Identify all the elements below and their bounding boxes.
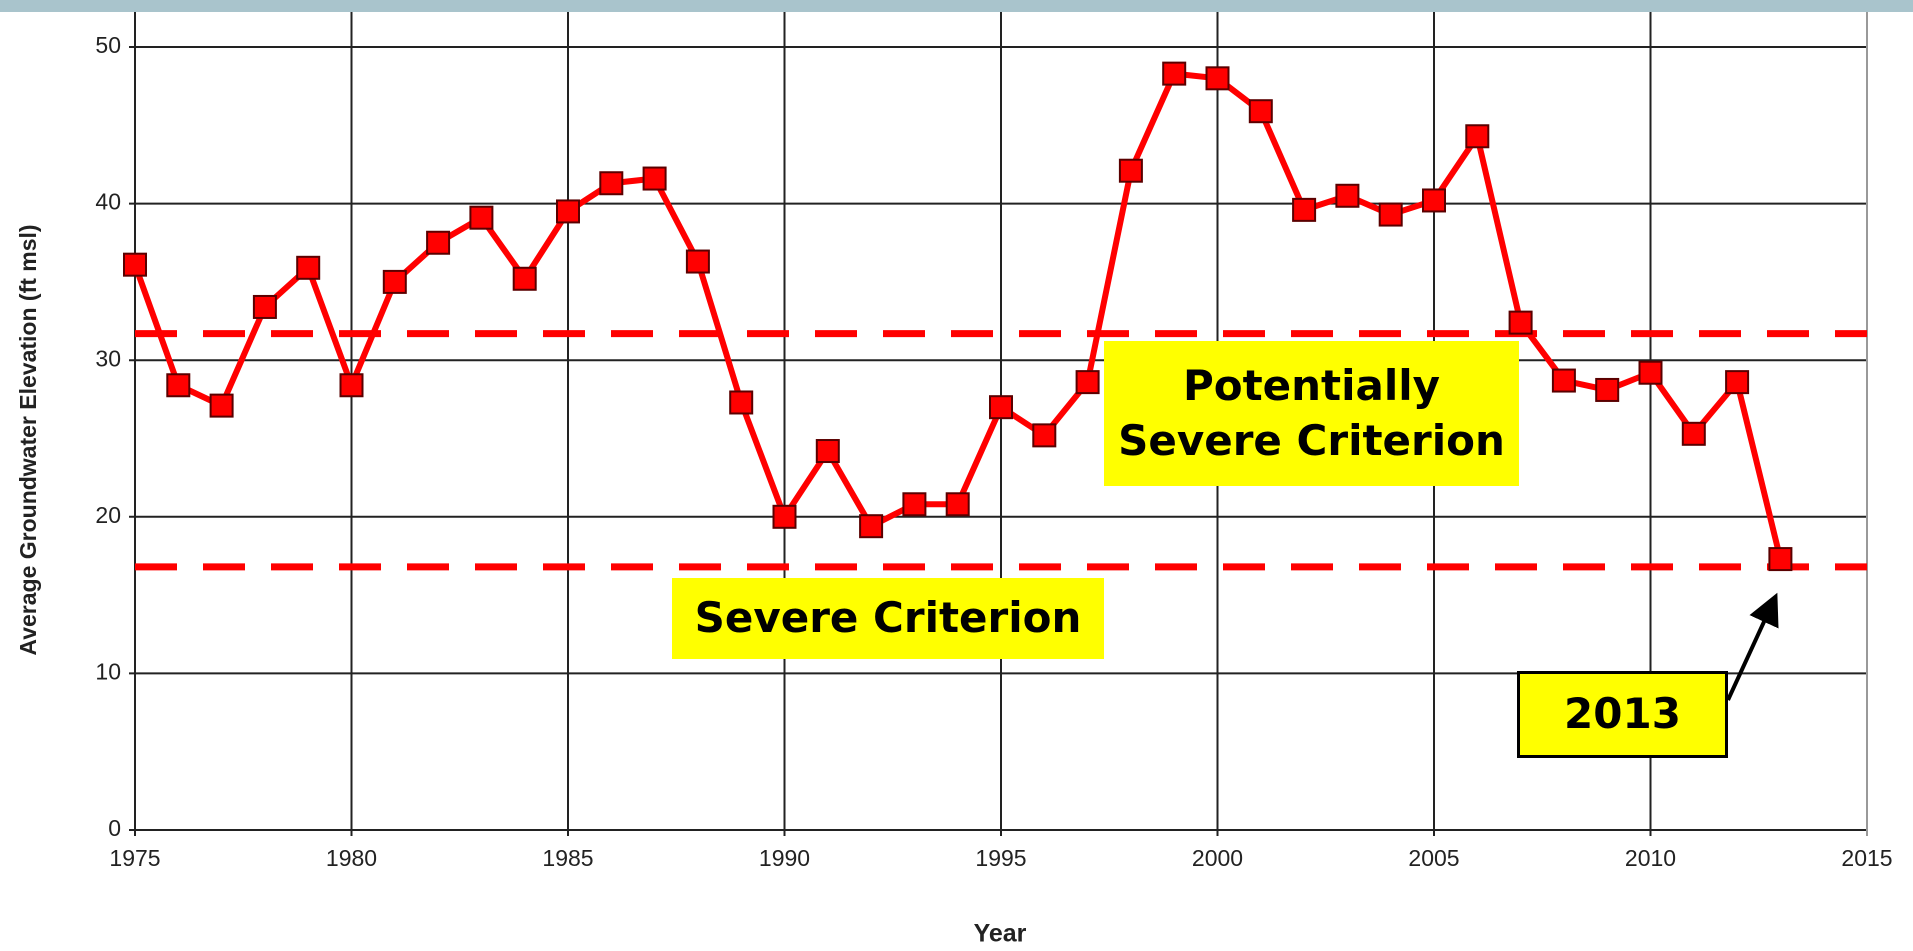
marker xyxy=(1422,188,1446,213)
marker xyxy=(1595,377,1620,402)
marker xyxy=(772,504,797,529)
marker xyxy=(599,171,624,196)
x-tick-label: 1975 xyxy=(109,845,160,871)
marker xyxy=(1118,158,1143,183)
annotation-box: Severe Criterion xyxy=(672,578,1104,659)
series-line xyxy=(132,70,1784,560)
marker xyxy=(1551,368,1576,393)
marker xyxy=(1681,421,1706,446)
marker xyxy=(1032,423,1057,448)
marker xyxy=(252,294,277,319)
y-tick-label: 40 xyxy=(95,189,121,215)
marker xyxy=(1725,370,1750,395)
marker xyxy=(166,373,191,398)
marker xyxy=(902,492,927,517)
marker xyxy=(1378,202,1403,227)
y-axis-label: Average Groundwater Elevation (ft msl) xyxy=(15,224,41,655)
marker xyxy=(1335,183,1360,208)
y-tick-label: 0 xyxy=(108,815,121,841)
marker xyxy=(1205,66,1230,91)
marker xyxy=(1638,360,1663,385)
marker xyxy=(512,266,537,291)
marker xyxy=(989,395,1013,420)
marker xyxy=(209,393,234,418)
marker xyxy=(685,249,710,274)
x-tick-label: 2015 xyxy=(1841,845,1892,871)
annotation-box: 2013 xyxy=(1517,671,1728,758)
x-tick-label: 2010 xyxy=(1625,845,1676,871)
y-tick-label: 30 xyxy=(95,345,121,371)
top-band xyxy=(0,0,1913,12)
x-tick-label: 2000 xyxy=(1192,845,1243,871)
x-axis-label: Year xyxy=(974,920,1027,948)
x-tick-label: 1985 xyxy=(542,845,593,871)
marker xyxy=(1768,547,1793,572)
marker xyxy=(1248,99,1273,124)
marker xyxy=(382,269,407,294)
marker xyxy=(729,390,754,415)
marker xyxy=(1292,197,1317,222)
marker xyxy=(296,255,321,280)
x-tick-label: 2005 xyxy=(1408,845,1459,871)
marker xyxy=(1075,370,1100,395)
x-tick-label: 1995 xyxy=(975,845,1026,871)
x-tick-label: 1990 xyxy=(759,845,810,871)
marker xyxy=(426,230,451,255)
y-tick-label: 10 xyxy=(95,658,121,684)
marker xyxy=(1465,124,1490,149)
marker xyxy=(556,199,580,224)
marker xyxy=(469,205,494,230)
y-tick-label: 50 xyxy=(95,32,121,58)
x-tick-label: 1980 xyxy=(326,845,377,871)
marker xyxy=(123,252,147,277)
y-tick-label: 20 xyxy=(95,502,121,528)
marker xyxy=(859,514,884,539)
annotation-box: Potentially Severe Criterion xyxy=(1104,341,1519,486)
marker xyxy=(815,439,840,464)
marker xyxy=(339,373,364,398)
marker xyxy=(642,166,667,191)
marker xyxy=(1162,61,1187,86)
marker xyxy=(945,492,970,517)
marker xyxy=(1508,310,1533,335)
